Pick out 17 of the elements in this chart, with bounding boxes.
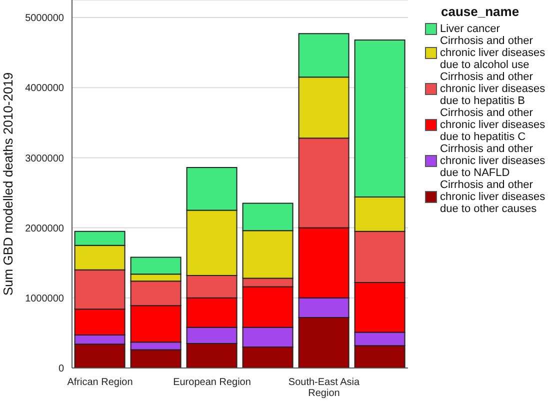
x-tick-label: European Region (173, 377, 251, 388)
legend-label: Cirrhosis and other chronic liver diseases due to hepatitis C (440, 107, 546, 143)
y-tick-label: 1000000 (25, 293, 64, 304)
y-tick-label: 0 (58, 364, 64, 375)
x-tick-label: African Region (67, 377, 133, 388)
legend-label: Cirrhosis and other chronic liver diseases due to alcohol use (440, 35, 546, 71)
x-tick-label: South-East Asia Region (288, 377, 360, 399)
legend-title: cause_name (441, 4, 520, 19)
y-tick-label: 4000000 (25, 83, 64, 94)
y-axis-title: Sum GBD modelled deaths 2010-2019 (0, 72, 16, 296)
legend-label: Cirrhosis and other chronic liver diseases due to other causes (440, 179, 546, 215)
legend-label: Cirrhosis and other chronic liver diseases due to hepatitis B (440, 71, 546, 107)
y-tick-label: 3000000 (25, 153, 64, 164)
legend-label: Liver cancer (440, 23, 500, 35)
y-tick-label: 5000000 (25, 13, 64, 24)
y-tick-label: 2000000 (25, 223, 64, 234)
legend-label: Cirrhosis and other chronic liver diseases due to NAFLD (440, 143, 546, 179)
